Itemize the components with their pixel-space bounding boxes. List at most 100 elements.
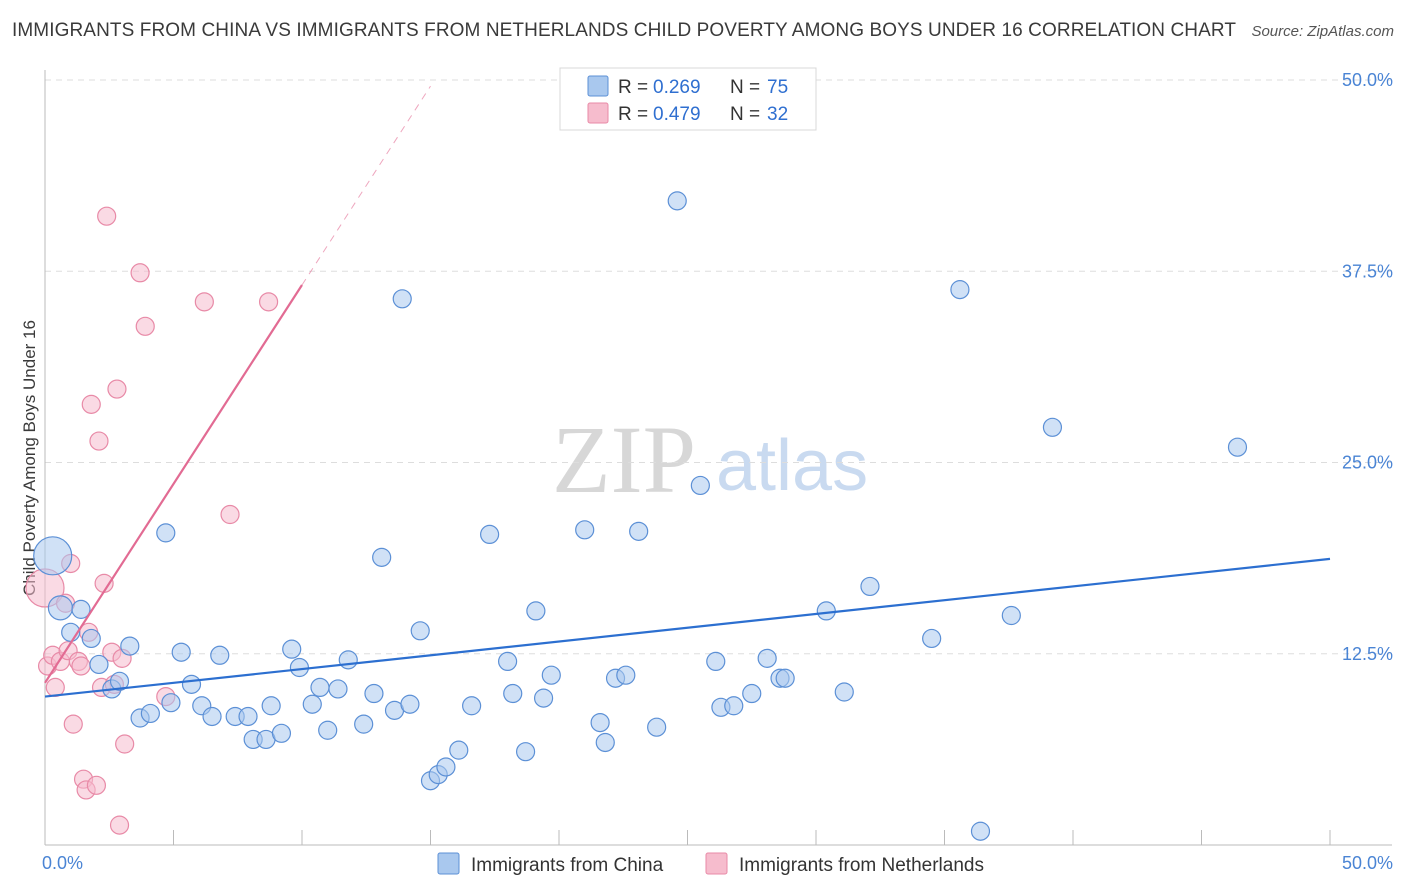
netherlands-point-25 [115,734,135,754]
china-point-74 [1227,437,1248,457]
watermark-zip: ZIP [552,406,696,513]
bottom-legend: Immigrants from China Immigrants from Ne… [437,852,984,876]
china-point-31 [354,714,374,734]
china-point-27 [310,677,330,698]
china-point-40 [436,757,456,777]
china-point-57 [667,191,687,211]
netherlands-point-26 [130,263,150,283]
china-point-63 [757,648,777,668]
legend-r-value-netherlands: 0.479 [653,104,701,125]
china-point-8 [120,636,140,656]
legend-r-label-china: R = [618,77,648,98]
china-point-28 [318,720,338,740]
china-points [33,191,1248,841]
china-point-66 [816,601,836,621]
china-point-30 [338,650,358,670]
china-point-19 [238,706,258,727]
china-point-0 [33,536,73,576]
y-axis-label: Child Poverty Among Boys Under 16 [20,320,39,596]
china-point-13 [171,642,191,662]
china-point-26 [302,694,322,714]
china-trend-line [44,557,1331,698]
legend-swatch-netherlands [587,102,609,124]
china-point-43 [480,524,500,545]
x-tick-label-1: 50.0% [1342,853,1393,873]
x-tick-label-0: 0.0% [42,853,83,873]
chart-source: Source: ZipAtlas.com [1251,23,1394,40]
top-legend: R = 0.269 N = 75 R = 0.479 N = 32 [559,67,817,131]
legend-r-value-china: 0.269 [653,77,701,98]
china-point-42 [462,696,482,716]
netherlands-point-29 [194,292,214,312]
y-tick-label-3: 50.0% [1342,70,1393,90]
netherlands-point-15 [86,775,107,795]
china-point-56 [647,717,667,737]
china-point-62 [742,683,762,704]
china-point-22 [261,696,281,716]
china-point-5 [89,654,109,675]
netherlands-points [25,206,279,835]
china-point-46 [515,742,536,762]
china-point-59 [706,651,726,672]
bottom-legend-china: Immigrants from China [471,855,664,876]
legend-n-value-china: 75 [767,77,788,98]
china-point-69 [922,628,942,649]
y-tick-labels: 12.5% 25.0% 37.5% 50.0% [1342,70,1393,664]
china-point-58 [690,475,710,496]
trend-lines [44,85,1331,698]
china-point-1 [47,595,74,621]
netherlands-point-31 [258,292,279,312]
gridlines [45,79,1392,655]
china-point-55 [629,521,649,541]
china-point-25 [289,657,310,678]
china-point-47 [526,601,546,621]
legend-n-label-china: N = [730,77,760,98]
china-point-71 [970,821,991,841]
china-point-37 [410,621,430,641]
x-axis-ticks [44,830,1331,845]
china-point-12 [161,693,181,713]
china-point-68 [860,576,880,597]
y-tick-label-2: 37.5% [1342,261,1393,281]
china-point-35 [392,289,412,309]
netherlands-point-27 [135,316,155,336]
netherlands-point-19 [97,206,117,226]
legend-n-label-netherlands: N = [730,104,760,125]
china-point-73 [1042,417,1063,437]
netherlands-point-30 [220,504,240,525]
china-point-72 [1001,605,1021,626]
china-point-7 [109,671,130,691]
china-point-44 [498,651,518,672]
china-point-49 [541,665,561,685]
china-point-51 [590,712,610,733]
netherlands-point-14 [81,394,101,414]
china-point-50 [575,520,595,540]
china-point-3 [71,599,91,619]
legend-swatch-china [587,75,609,97]
china-point-54 [616,665,636,685]
netherlands-point-23 [109,815,130,835]
y-tick-label-1: 25.0% [1342,453,1393,473]
china-point-70 [950,280,970,300]
china-point-65 [775,668,795,688]
y-tick-label-0: 12.5% [1342,644,1393,664]
china-point-29 [328,679,348,699]
netherlands-point-22 [107,379,127,399]
netherlands-trend-line [44,284,303,684]
china-point-61 [724,696,744,716]
china-point-23 [271,723,292,743]
legend-n-value-netherlands: 32 [767,104,788,125]
chart-title: IMMIGRANTS FROM CHINA VS IMMIGRANTS FROM… [12,20,1237,41]
china-point-36 [400,694,420,714]
china-point-67 [834,682,854,702]
legend-r-label-netherlands: R = [618,104,648,125]
watermark-atlas: atlas [716,426,868,506]
netherlands-point-8 [63,714,83,734]
china-point-10 [140,703,160,724]
china-point-4 [81,628,101,649]
china-point-41 [449,740,469,760]
bottom-legend-swatch-china [437,852,460,875]
china-point-17 [210,645,230,665]
bottom-legend-netherlands: Immigrants from Netherlands [739,855,984,876]
